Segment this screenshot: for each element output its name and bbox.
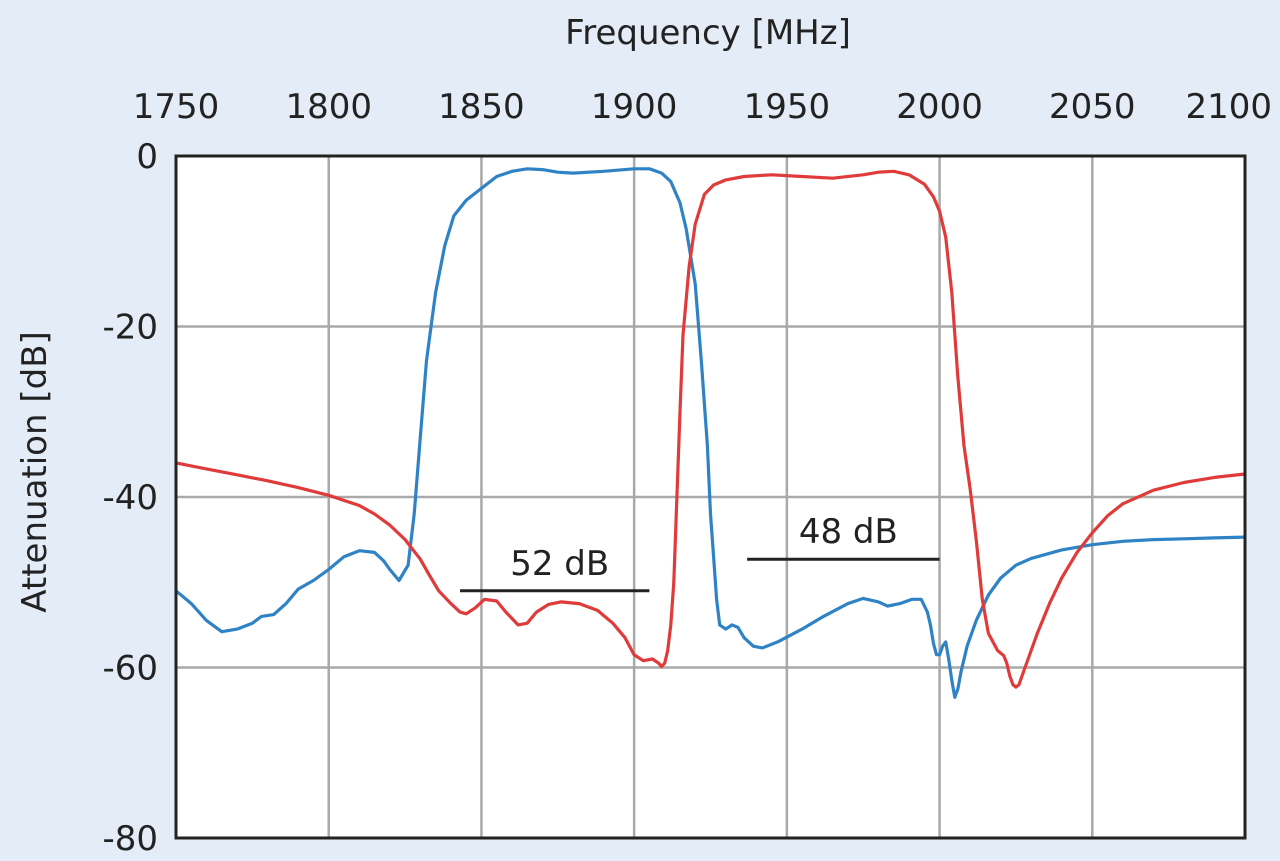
y-tick-label: -60	[102, 649, 158, 689]
x-tick-label: 1900	[591, 87, 678, 127]
y-tick-label: 0	[136, 137, 158, 177]
x-axis-title: Frequency [MHz]	[565, 13, 851, 53]
y-tick-label: -40	[102, 478, 158, 518]
series-layer	[174, 167, 1247, 699]
plot-frame	[174, 154, 1247, 840]
series-line-1	[174, 167, 1247, 699]
x-tick-label: 2000	[896, 87, 983, 127]
x-tick-label: 2100	[1185, 87, 1272, 127]
annotation-label: 52 dB	[510, 544, 609, 584]
x-tick-label: 2050	[1049, 87, 1136, 127]
y-tick-labels: 0 -20 -40 -60 -80	[102, 137, 158, 859]
series-line-2	[174, 169, 1247, 689]
grid	[176, 156, 1245, 838]
x-tick-label: 1750	[133, 87, 220, 127]
annotations: 52 dB 48 dB	[460, 512, 940, 593]
y-tick-label: -80	[102, 819, 158, 859]
y-tick-label: -20	[102, 308, 158, 348]
x-tick-labels: 1750 1800 1850 1900 1950 2000 2050 2100	[133, 87, 1272, 127]
x-tick-label: 1800	[285, 87, 372, 127]
x-tick-label: 1850	[438, 87, 525, 127]
annotation-label: 48 dB	[799, 512, 898, 552]
y-axis-title: Attenuation [dB]	[15, 331, 55, 613]
x-tick-label: 1950	[744, 87, 831, 127]
